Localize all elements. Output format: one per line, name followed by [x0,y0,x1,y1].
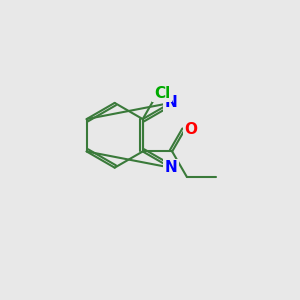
Text: Cl: Cl [154,85,170,100]
Text: O: O [185,122,198,137]
Text: N: N [164,95,177,110]
Text: N: N [164,160,177,175]
